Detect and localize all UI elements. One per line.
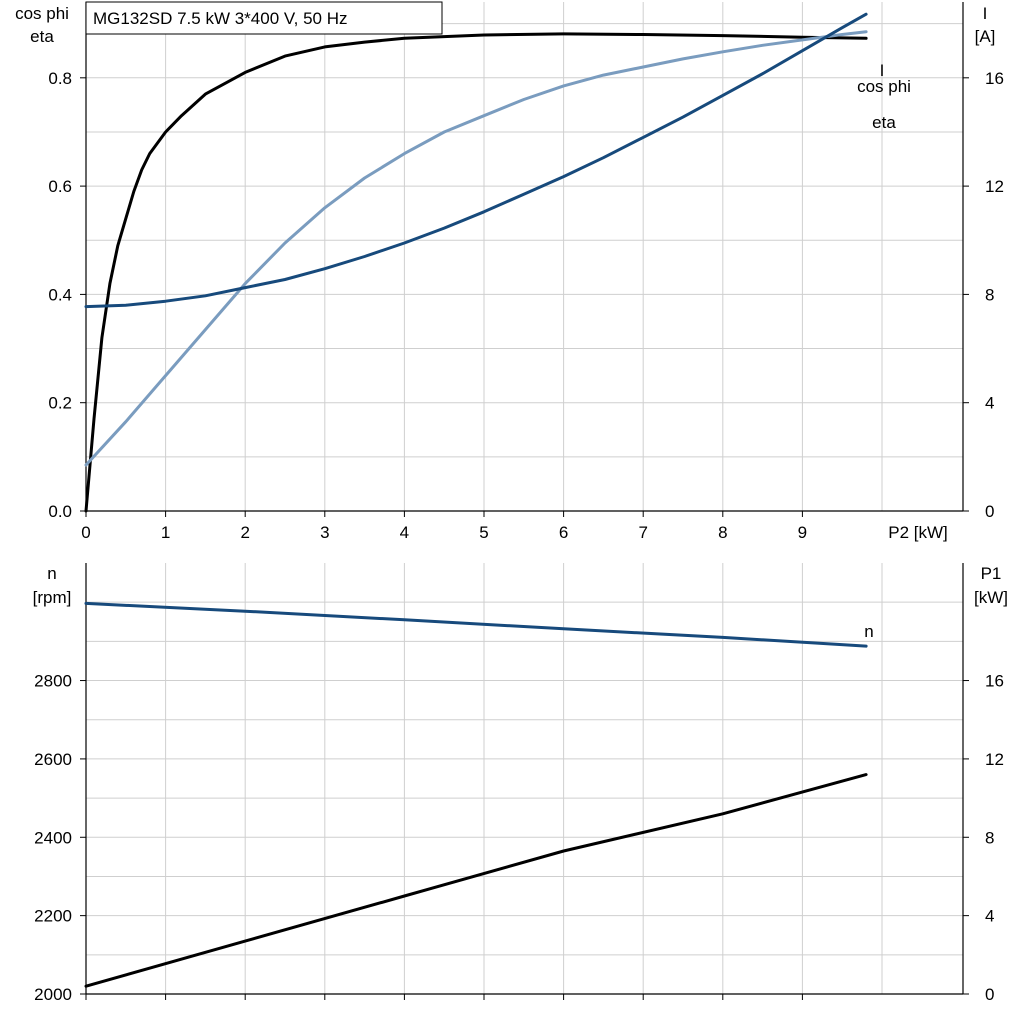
lower-panel-speed-power: 2000 2200 2400 2600 2800 0 4 8 12 16 n [rpm] P1 [kW] n xyxy=(33,563,1008,1004)
right-y-axis-label: [kW] xyxy=(974,588,1008,607)
x-tick-label: 2 xyxy=(240,523,249,542)
right-y-tick-label: 12 xyxy=(985,177,1004,196)
right-y-tick-label: 4 xyxy=(985,907,994,926)
left-y-tick-label: 2600 xyxy=(34,750,72,769)
left-y-axis-label: cos phi xyxy=(15,4,69,23)
x-tick-label: 5 xyxy=(479,523,488,542)
series-label-i: I xyxy=(880,61,885,80)
series-label-cos-phi: cos phi xyxy=(857,77,911,96)
right-y-tick-label: 0 xyxy=(985,985,994,1004)
right-y-tick-label: 8 xyxy=(985,285,994,304)
right-y-axis-label: P1 xyxy=(981,564,1002,583)
left-y-axis-label: [rpm] xyxy=(33,588,72,607)
right-y-axis-label: I xyxy=(983,4,988,23)
right-y-tick-label: 16 xyxy=(985,69,1004,88)
left-y-tick-label: 2000 xyxy=(34,985,72,1004)
x-tick-label: 8 xyxy=(718,523,727,542)
series-line-i xyxy=(84,12,868,309)
series-label-eta: eta xyxy=(872,113,896,132)
right-y-tick-label: 8 xyxy=(985,828,994,847)
x-tick-label: 6 xyxy=(559,523,568,542)
left-y-tick-label: 0.8 xyxy=(48,69,72,88)
left-y-tick-label: 0.2 xyxy=(48,394,72,413)
x-tick-label: 4 xyxy=(400,523,409,542)
title-box xyxy=(85,1,443,35)
left-y-tick-label: 2200 xyxy=(34,907,72,926)
x-tick-label: 3 xyxy=(320,523,329,542)
x-tick-label: 7 xyxy=(638,523,647,542)
left-y-tick-label: 0.6 xyxy=(48,177,72,196)
left-y-axis-label: eta xyxy=(30,27,54,46)
series-line-p1 xyxy=(84,773,868,988)
right-y-tick-label: 0 xyxy=(985,502,994,521)
chart-title: MG132SD 7.5 kW 3*400 V, 50 Hz xyxy=(93,9,348,28)
series-line-n xyxy=(84,601,868,648)
left-y-tick-label: 2800 xyxy=(34,672,72,691)
left-y-tick-label: 0.4 xyxy=(48,285,72,304)
x-tick-label: 0 xyxy=(81,523,90,542)
series-line-cos-phi xyxy=(84,30,868,467)
x-tick-label: 9 xyxy=(798,523,807,542)
right-y-tick-label: 12 xyxy=(985,750,1004,769)
left-y-axis-label: n xyxy=(47,564,56,583)
series-label-n: n xyxy=(864,622,873,641)
left-y-tick-label: 0.0 xyxy=(48,502,72,521)
x-tick-label: 1 xyxy=(161,523,170,542)
right-y-axis-label: [A] xyxy=(975,27,996,46)
right-y-tick-label: 16 xyxy=(985,672,1004,691)
series-line-eta xyxy=(84,32,868,513)
left-y-tick-label: 2400 xyxy=(34,828,72,847)
x-axis-label: P2 [kW] xyxy=(888,523,948,542)
right-y-tick-label: 4 xyxy=(985,394,994,413)
